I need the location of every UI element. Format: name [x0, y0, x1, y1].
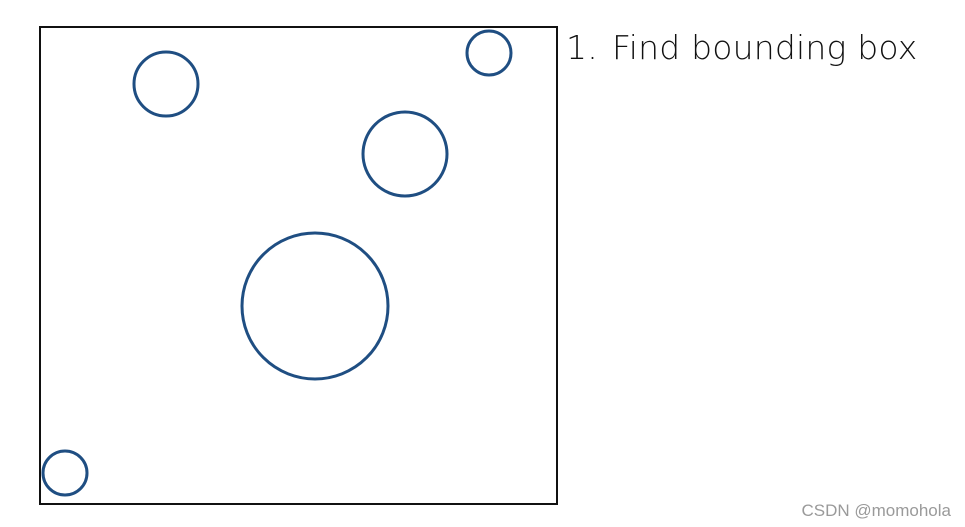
- circle-top-left: [132, 50, 200, 118]
- step-list: 1. Find bounding box: [566, 28, 917, 67]
- circle-top-right: [465, 29, 513, 77]
- step-number: 1.: [566, 28, 598, 67]
- watermark: CSDN @momohola: [801, 501, 951, 520]
- step-item-1: 1. Find bounding box: [566, 28, 917, 67]
- bounding-frame: [39, 26, 558, 505]
- circle-middle-right: [361, 110, 449, 198]
- step-label: Find bounding box: [612, 28, 918, 67]
- circle-bottom-left: [41, 449, 89, 497]
- circle-center-large: [240, 231, 390, 381]
